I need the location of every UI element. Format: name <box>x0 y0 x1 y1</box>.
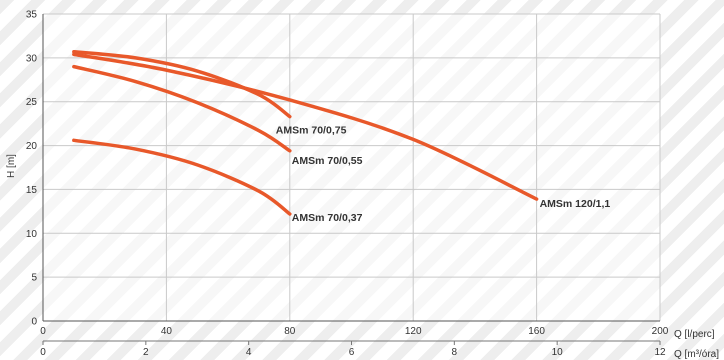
x-axis-label: Q [l/perc] <box>674 329 715 340</box>
x-tick-label: 120 <box>405 326 422 337</box>
series-label: AMSm 70/0,75 <box>276 125 347 137</box>
x2-tick-label: 8 <box>452 347 458 358</box>
y-tick-label: 25 <box>26 97 38 108</box>
y-tick-label: 35 <box>26 10 38 21</box>
x-tick-label: 160 <box>528 326 545 337</box>
y-tick-label: 30 <box>26 53 38 64</box>
x2-tick-label: 6 <box>349 347 355 358</box>
series-line <box>72 52 539 201</box>
axes: 0 5 10 15 20 25 30 35 0 40 80 120 160 200 0 2 4 6 8 10 12 <box>26 10 669 359</box>
x-tick-label: 80 <box>284 326 296 337</box>
series-label: AMSm 70/0,37 <box>292 212 363 224</box>
y-axis-label: H [m] <box>6 154 17 178</box>
y-tick-label: 0 <box>31 317 37 328</box>
x-tick-label: 200 <box>652 326 669 337</box>
x2-tick-label: 4 <box>246 347 252 358</box>
series-line <box>72 49 292 119</box>
y-tick-label: 20 <box>26 141 38 152</box>
series-labels: AMSm 70/0,75 AMSm 70/0,55 AMSm 120/1,1 AMSm… <box>276 125 611 224</box>
x2-tick-label: 0 <box>40 347 46 358</box>
x-tick-label: 40 <box>161 326 173 337</box>
y-tick-label: 15 <box>26 185 38 196</box>
x-axis-secondary-label: Q [m³/óra] <box>674 349 719 360</box>
series-label: AMSm 70/0,55 <box>292 155 363 167</box>
plot-area <box>43 14 660 321</box>
series-label: AMSm 120/1,1 <box>540 198 611 210</box>
y-tick-label: 5 <box>31 273 37 284</box>
grid <box>42 13 661 322</box>
series-group <box>72 49 539 216</box>
x2-tick-label: 10 <box>552 347 564 358</box>
series-line <box>72 138 292 216</box>
x2-tick-label: 2 <box>143 347 149 358</box>
x-tick-label: 0 <box>40 326 46 337</box>
y-tick-label: 10 <box>26 229 38 240</box>
x2-tick-label: 12 <box>654 347 666 358</box>
series-line <box>72 64 292 153</box>
